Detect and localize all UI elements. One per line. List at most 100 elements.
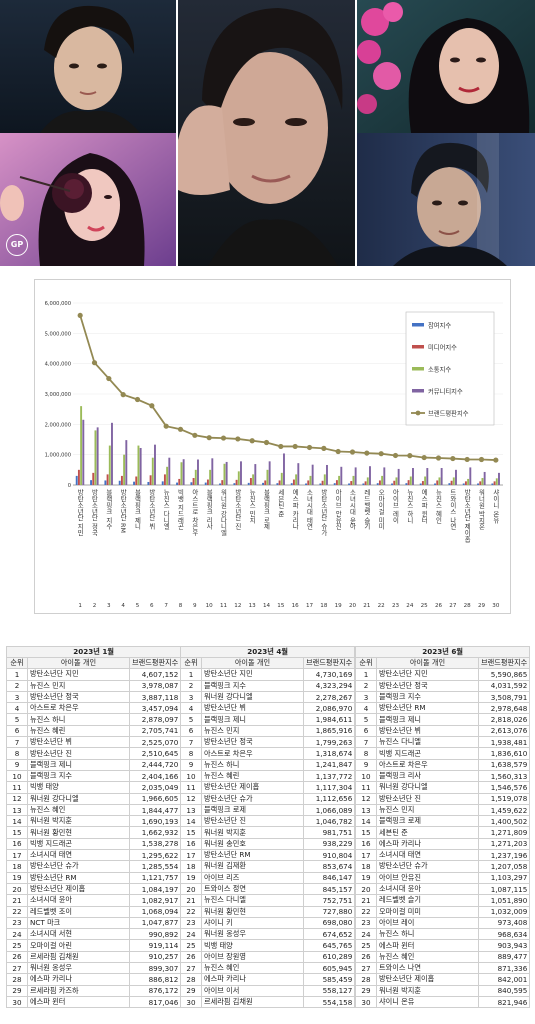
table-row: 1 방탄소년단 지민 4,730,169	[180, 668, 356, 681]
bar	[123, 454, 126, 485]
table-row: 5 블랙핑크 제니 1,984,611	[180, 713, 356, 726]
score-cell: 1,046,782	[302, 815, 356, 828]
legend-label: 미디어지수	[428, 343, 457, 352]
bar	[176, 482, 178, 485]
table-row: 20 방탄소년단 제이홉 1,084,197	[6, 882, 182, 896]
table-row: 10 뉴진스 혜린 1,137,772	[180, 769, 356, 783]
name-cell: 방탄소년단 슈가	[376, 860, 479, 873]
table-row: 13 뉴진스 민지 1,459,622	[355, 803, 531, 817]
rank-cell: 30	[180, 995, 202, 1009]
name-cell: 방탄소년단 정국	[201, 736, 304, 749]
name-cell: 트와이스 나연	[376, 962, 479, 975]
rank-cell: 22	[355, 905, 377, 918]
bar	[319, 483, 322, 485]
line-point	[321, 445, 327, 451]
legend-swatch	[412, 323, 424, 327]
y-tick-label: 2,000,000	[45, 422, 71, 428]
bar	[493, 481, 496, 485]
rank-cell: 21	[6, 894, 28, 907]
line-point	[163, 423, 169, 429]
name-cell: 방탄소년단 지민	[201, 668, 304, 681]
table-row: 10 블랙핑크 지수 2,404,166	[6, 769, 182, 783]
bar	[326, 464, 328, 485]
table-row: 18 방탄소년단 슈가 1,207,058	[355, 860, 531, 873]
table-row: 6 방탄소년단 뷔 2,613,076	[355, 724, 531, 738]
rank-cell: 18	[355, 860, 377, 873]
rank-cell: 12	[6, 792, 28, 805]
rank-cell: 23	[180, 916, 202, 930]
name-cell: 방탄소년단 RM	[201, 849, 304, 862]
bar	[90, 480, 92, 485]
score-cell: 2,278,267	[302, 690, 356, 704]
table-row: 15 워너원 황민현 1,662,932	[6, 826, 182, 839]
x-rank-label: 8	[179, 603, 183, 609]
bar	[409, 476, 412, 485]
table-header: 순위	[355, 656, 377, 670]
name-cell: 르세라핌 카즈하	[27, 984, 130, 997]
table-row: 24 워너원 옹성우 674,652	[180, 928, 356, 941]
name-cell: 뉴진스 민지	[27, 679, 130, 692]
bar	[106, 474, 109, 485]
rank-cell: 7	[6, 736, 28, 749]
line-point	[349, 449, 356, 455]
y-tick-label: 4,000,000	[45, 362, 71, 368]
rank-cell: 7	[180, 736, 202, 749]
rank-cell: 7	[355, 736, 377, 749]
table-row: 28 에스파 카리나 886,812	[6, 973, 182, 986]
table-row: 1 방탄소년단 지민 4,607,152	[6, 668, 182, 681]
rank-cell: 27	[6, 962, 28, 975]
bar	[247, 482, 250, 485]
x-rank-label: 3	[107, 603, 111, 609]
name-cell: 에스파 윈터	[376, 939, 479, 952]
score-cell: 2,086,970	[302, 702, 356, 715]
name-cell: 소녀시대 태연	[376, 849, 479, 862]
rank-cell: 22	[180, 905, 202, 918]
table-period: 2023년 6월	[354, 646, 531, 658]
bar	[483, 471, 486, 485]
table-row: 27 뉴진스 혜인 605,945	[180, 962, 356, 975]
name-cell: 뉴진스 혜인	[376, 950, 479, 964]
legend-swatch	[412, 367, 424, 371]
x-rank-label: 23	[392, 603, 400, 609]
score-cell: 5,590,865	[477, 668, 531, 681]
table-row: 15 세븐틴 준 1,271,809	[355, 826, 531, 839]
table-header: 순위	[6, 656, 28, 670]
score-cell: 3,508,791	[477, 690, 531, 704]
name-cell: 방탄소년단 제이홉	[376, 973, 479, 986]
name-cell: 방탄소년단 뷔	[27, 736, 130, 749]
rank-cell: 16	[180, 837, 202, 851]
name-cell: 르세라핌 김채원	[27, 950, 130, 964]
line-point	[249, 438, 255, 444]
rank-cell: 26	[355, 950, 377, 964]
rank-cell: 22	[6, 905, 28, 918]
score-cell: 1,690,193	[128, 815, 182, 828]
name-cell: 방탄소년단 제이홉	[27, 882, 130, 896]
x-rank-label: 13	[249, 603, 257, 609]
table-row: 19 아이브 안유진 1,103,297	[355, 871, 531, 884]
score-cell: 2,510,645	[128, 747, 182, 760]
name-cell: 아스트로 차은우	[376, 758, 479, 771]
rank-cell: 3	[355, 690, 377, 704]
bar	[450, 480, 453, 485]
table-row: 13 뉴진스 혜인 1,844,477	[6, 803, 182, 817]
bar	[407, 480, 410, 485]
x-category-label: 에스파 카리나	[291, 488, 299, 531]
table-row: 27 워너원 옹성우 899,307	[6, 962, 182, 975]
line-point	[120, 392, 126, 398]
rank-cell: 29	[180, 984, 202, 997]
bar	[333, 483, 336, 485]
table-row: 3 블랙핑크 지수 3,508,791	[355, 690, 531, 704]
line-point	[149, 403, 155, 409]
bar	[166, 466, 169, 485]
score-cell: 903,943	[477, 939, 531, 952]
name-cell: 아이브 레이	[376, 916, 479, 930]
x-category-label: 블랙핑크 지수	[105, 489, 113, 531]
line-point	[263, 439, 270, 446]
score-cell: 919,114	[128, 939, 182, 952]
line-point	[206, 435, 212, 441]
name-cell: 워너원 강다니엘	[376, 781, 479, 794]
bar	[364, 481, 367, 485]
name-cell: 에스파 카리나	[376, 837, 479, 851]
name-cell: 워너원 박지훈	[27, 815, 130, 828]
photo-top-right	[357, 0, 535, 133]
